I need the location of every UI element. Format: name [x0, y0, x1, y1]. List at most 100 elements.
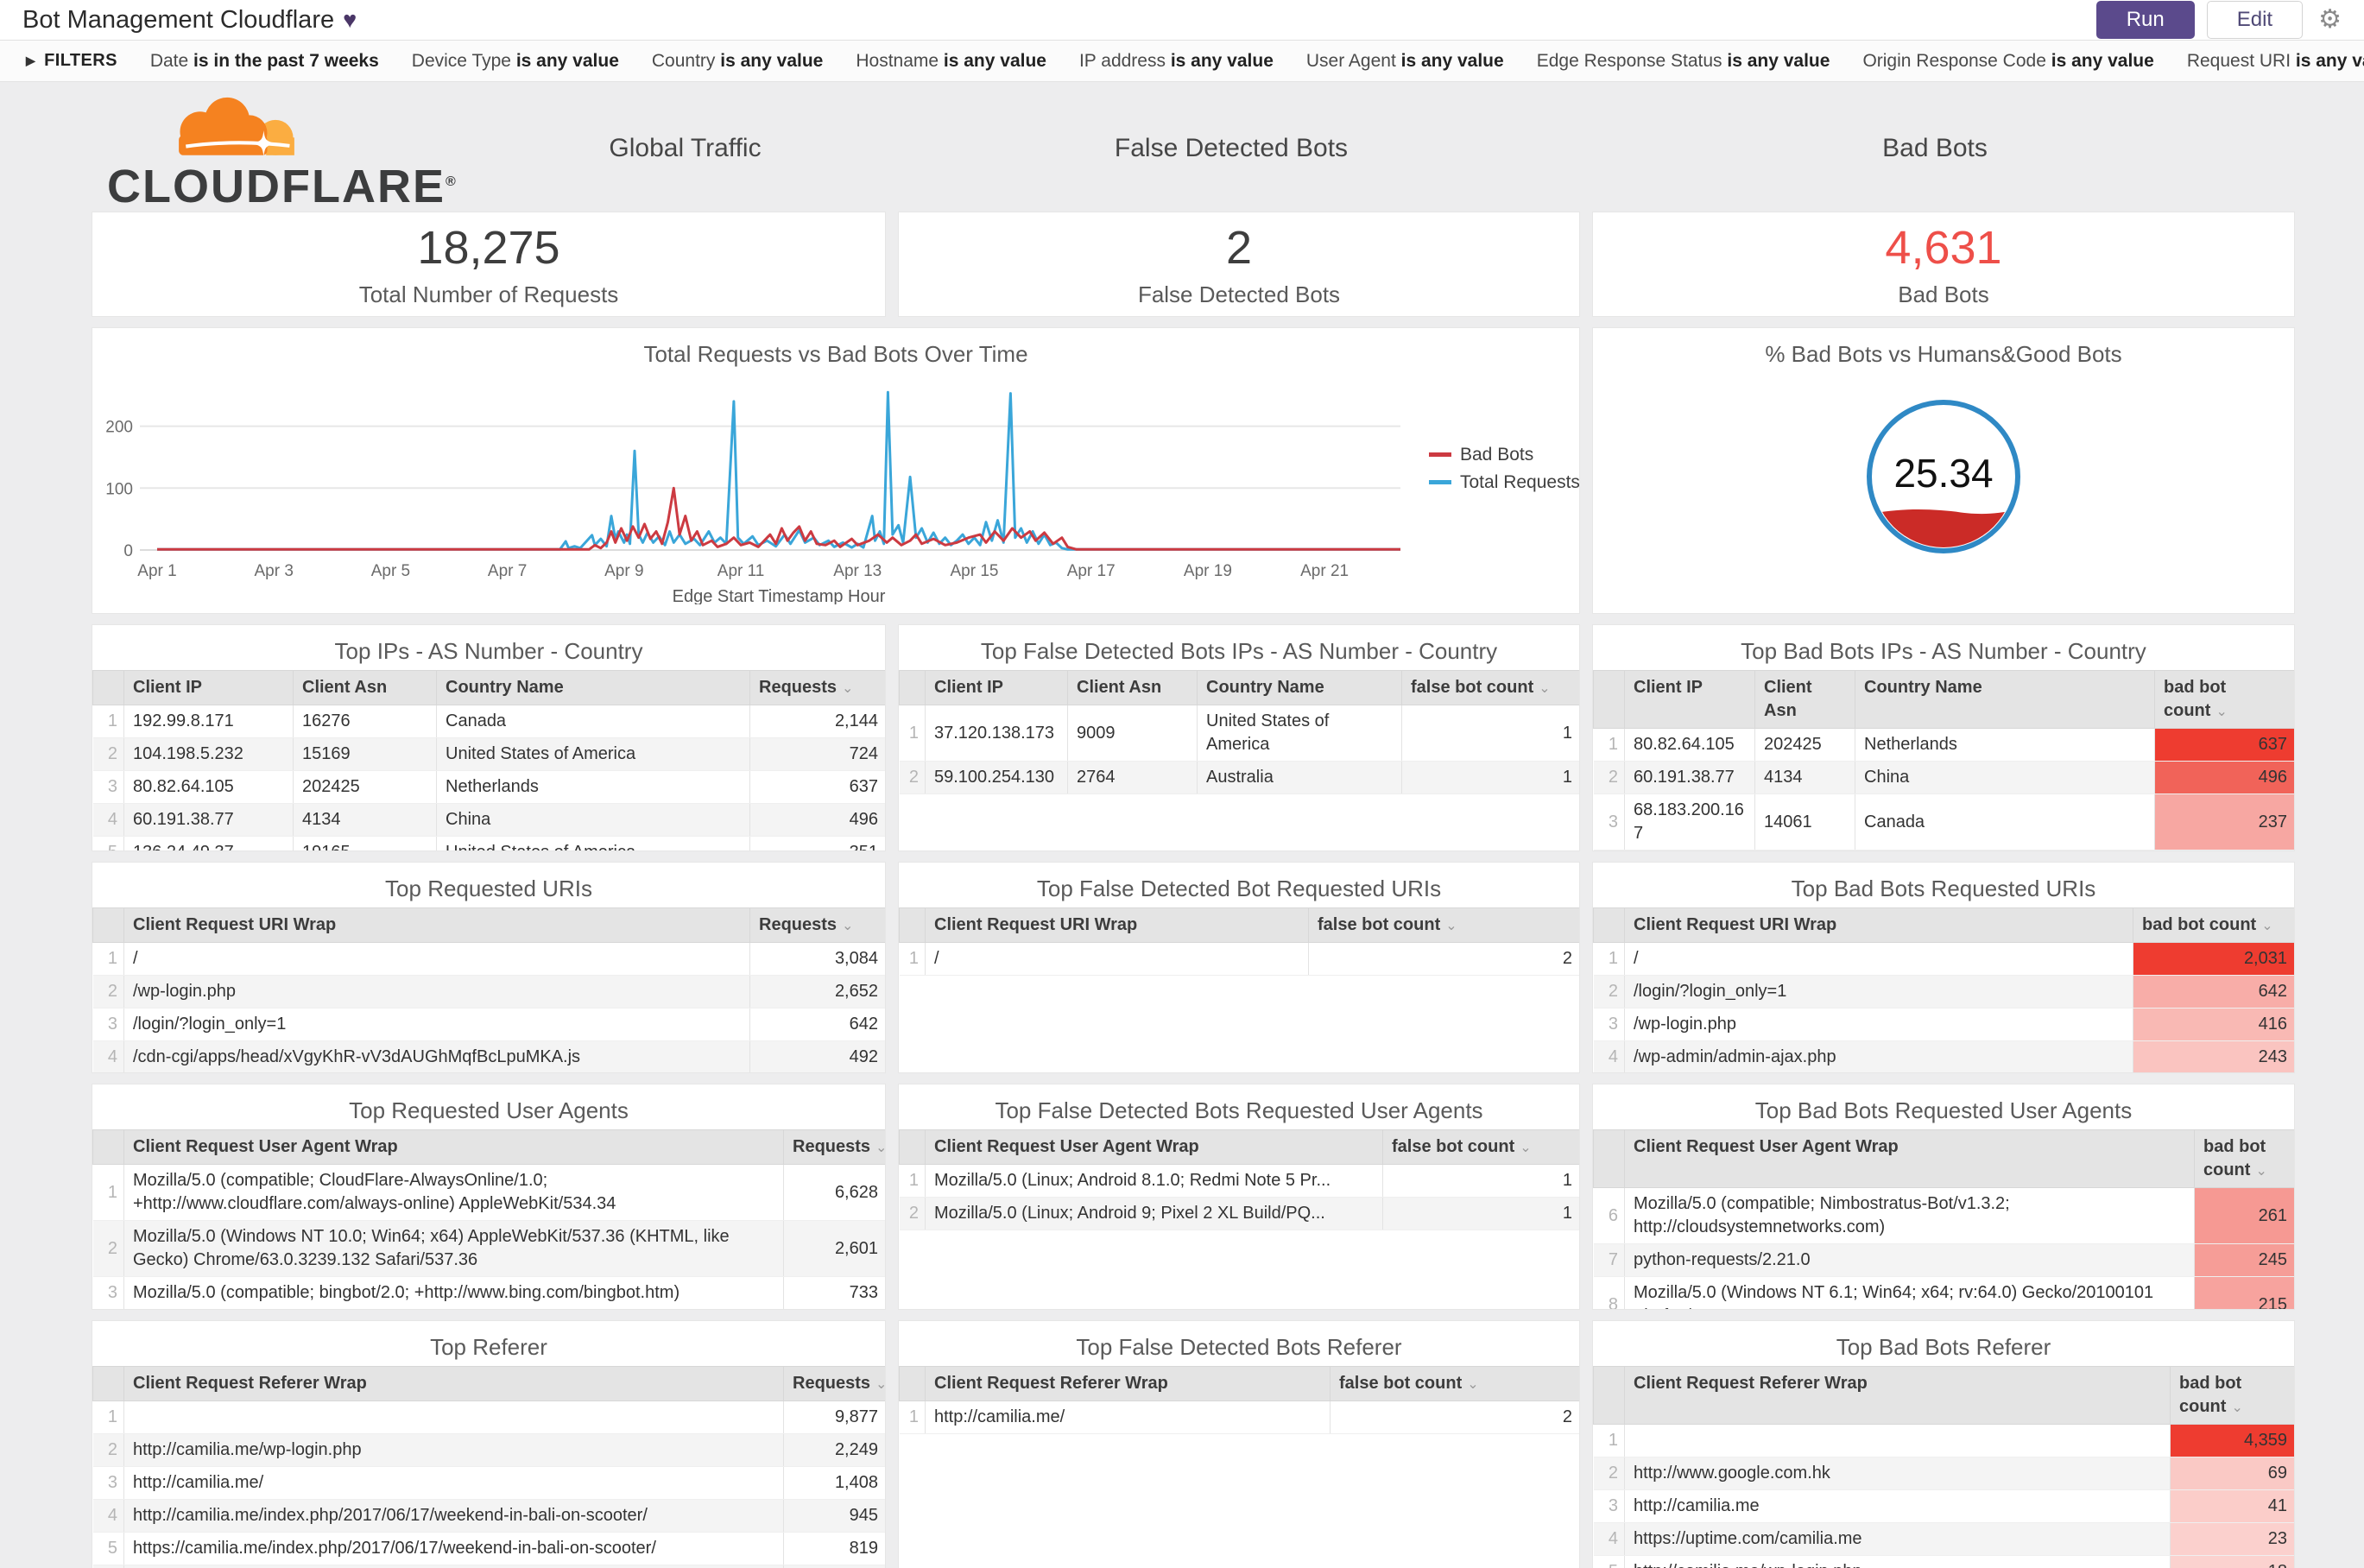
column-header-requests[interactable]: Requests⌄: [749, 670, 885, 705]
row-number: 3: [92, 770, 124, 804]
kpi-total-requests: 18,275 Total Number of Requests: [92, 212, 886, 317]
column-header-bad-bot-count[interactable]: bad bot count ⌄: [2170, 1366, 2294, 1425]
section-header-bad-bots: Bad Bots: [1882, 134, 1988, 162]
column-header-bad-bot-count[interactable]: bad bot count ⌄: [2154, 670, 2294, 729]
column-header-country-name[interactable]: Country Name: [1855, 670, 2155, 729]
column-header-client-request-uri-wrap[interactable]: Client Request URI Wrap: [123, 907, 750, 943]
column-header-client-request-uri-wrap[interactable]: Client Request URI Wrap: [925, 907, 1309, 943]
table-row: 2/wp-login.php 2,652: [92, 975, 885, 1008]
row-number: 2: [92, 1433, 124, 1467]
cell: [123, 1400, 784, 1434]
measure-value: 642: [2133, 975, 2294, 1008]
column-header-client-asn[interactable]: Client Asn: [293, 670, 437, 705]
column-header-client-request-user-agent-wrap[interactable]: Client Request User Agent Wrap: [123, 1129, 784, 1165]
column-header-bad-bot-count[interactable]: bad bot count ⌄: [2133, 907, 2294, 943]
table-band: Top Requested User Agents Client Request …: [92, 1084, 2295, 1310]
column-header-client-request-user-agent-wrap[interactable]: Client Request User Agent Wrap: [1624, 1129, 2195, 1188]
column-header-requests[interactable]: Requests⌄: [783, 1129, 885, 1165]
top-bad-bot-user-agents-tile: Top Bad Bots Requested User Agents Client…: [1592, 1084, 2295, 1310]
column-header-client-ip[interactable]: Client IP: [123, 670, 294, 705]
table-row: 2 http://www.google.com.hk 69: [1593, 1457, 2294, 1490]
column-header-rownum: [92, 907, 124, 943]
column-header-client-asn[interactable]: Client Asn: [1754, 670, 1855, 729]
measure-value: 637: [749, 770, 885, 804]
column-header-client-request-user-agent-wrap[interactable]: Client Request User Agent Wrap: [925, 1129, 1383, 1165]
svg-text:25.34: 25.34: [1893, 451, 1993, 496]
sort-desc-icon: ⌄: [875, 1141, 885, 1155]
cell: 80.82.64.105: [1624, 728, 1755, 762]
filter-origin-response-code[interactable]: Origin Response Code is any value: [1862, 50, 2154, 71]
top-ips-title: Top IPs - AS Number - Country: [334, 638, 643, 664]
column-header-false-bot-count[interactable]: false bot count ⌄: [1330, 1366, 1579, 1401]
table-row: 461.160.221.7323650China144: [1594, 850, 2296, 852]
edit-button[interactable]: Edit: [2206, 1, 2304, 39]
svg-text:Apr 19: Apr 19: [1184, 562, 1232, 580]
filter-user-agent[interactable]: User Agent is any value: [1305, 50, 1504, 71]
row-number: 3: [1593, 1008, 1625, 1041]
table-row: 1/2: [899, 942, 1579, 976]
top-false-bot-ips-title: Top False Detected Bots IPs - AS Number …: [980, 638, 1498, 664]
table-row: 2 Mozilla/5.0 (Windows NT 10.0; Win64; x6…: [92, 1220, 885, 1277]
column-header-client-ip[interactable]: Client IP: [1624, 670, 1755, 729]
column-header-client-request-uri-wrap[interactable]: Client Request URI Wrap: [1624, 907, 2133, 943]
row-number: 1: [899, 705, 926, 762]
column-header-requests[interactable]: Requests⌄: [783, 1366, 885, 1401]
column-header-false-bot-count[interactable]: false bot count ⌄: [1308, 907, 1579, 943]
row-number: 3: [92, 1466, 124, 1500]
cell: Netherlands: [1855, 728, 2155, 762]
column-header-client-asn[interactable]: Client Asn: [1067, 670, 1198, 705]
measure-value: 215: [2194, 1276, 2294, 1309]
measure-value: 496: [749, 803, 885, 837]
kpi-total-requests-label: Total Number of Requests: [358, 281, 619, 307]
column-header-bad-bot-count[interactable]: bad bot count ⌄: [2194, 1129, 2294, 1188]
filter-device-type[interactable]: Device Type is any value: [411, 50, 619, 71]
table-row: 1 192.99.8.171 16276 Canada 2,144: [92, 705, 885, 738]
svg-text:Apr 21: Apr 21: [1300, 562, 1349, 580]
filter-hostname[interactable]: Hostname is any value: [856, 50, 1046, 71]
cell: 136.24.49.37: [123, 836, 294, 850]
column-header-country-name[interactable]: Country Name: [436, 670, 750, 705]
gear-icon[interactable]: ⚙: [2318, 5, 2342, 34]
kpi-false-detected-bots-value: 2: [1225, 221, 1253, 274]
column-header-client-ip[interactable]: Client IP: [925, 670, 1068, 705]
column-header-requests[interactable]: Requests⌄: [749, 907, 885, 943]
column-header-country-name[interactable]: Country Name: [1197, 670, 1402, 705]
filter-country[interactable]: Country is any value: [651, 50, 824, 71]
table-row: 4 http://camilia.me/index.php/2017/06/17/…: [92, 1499, 885, 1533]
measure-value: 351: [749, 836, 885, 850]
row-number: 6: [1593, 1187, 1625, 1244]
column-header-client-request-referer-wrap[interactable]: Client Request Referer Wrap: [123, 1366, 784, 1401]
filter-date[interactable]: Date is in the past 7 weeks: [149, 50, 379, 71]
row-number: 2: [92, 975, 124, 1008]
cell: [1624, 1424, 2171, 1457]
column-header-false-bot-count[interactable]: false bot count ⌄: [1401, 670, 1579, 705]
cell: United States of America: [436, 737, 750, 771]
svg-text:Apr 3: Apr 3: [255, 562, 294, 580]
row-number: 2: [899, 761, 926, 794]
measure-value: 2,144: [749, 705, 885, 738]
run-button[interactable]: Run: [2095, 1, 2195, 39]
measure-value: 416: [2133, 1008, 2294, 1041]
column-header-client-request-referer-wrap[interactable]: Client Request Referer Wrap: [925, 1366, 1331, 1401]
registered-mark: ®: [445, 174, 458, 189]
top-user-agents-table: Client Request User Agent WrapRequests⌄1…: [92, 1129, 885, 1309]
column-header-rownum: [92, 1366, 124, 1401]
table-row: 3 80.82.64.105 202425 Netherlands 637: [92, 770, 885, 804]
row-number: 2: [1593, 761, 1625, 794]
table-row: 3 Mozilla/5.0 (compatible; bingbot/2.0; +…: [92, 1276, 885, 1309]
top-bad-bot-ips-title: Top Bad Bots IPs - AS Number - Country: [1741, 638, 2146, 664]
filters-toggle[interactable]: ▶ FILTERS: [26, 51, 117, 71]
column-header-false-bot-count[interactable]: false bot count ⌄: [1382, 1129, 1579, 1165]
measure-value: 2,031: [2133, 942, 2294, 976]
measure-value: 492: [749, 1040, 885, 1072]
column-header-client-request-referer-wrap[interactable]: Client Request Referer Wrap: [1624, 1366, 2171, 1425]
expand-arrow-icon: ▶: [26, 54, 36, 67]
sort-desc-icon: ⌄: [2231, 1400, 2243, 1415]
cell: python-requests/2.21.0: [1624, 1243, 2195, 1277]
filter-edge-response-status[interactable]: Edge Response Status is any value: [1536, 50, 1830, 71]
filter-ip-address[interactable]: IP address is any value: [1078, 50, 1274, 71]
filter-request-uri[interactable]: Request URI is any value: [2186, 50, 2364, 71]
measure-value: 2,652: [749, 975, 885, 1008]
measure-value: 245: [2194, 1243, 2294, 1277]
measure-value: 69: [2170, 1457, 2294, 1490]
